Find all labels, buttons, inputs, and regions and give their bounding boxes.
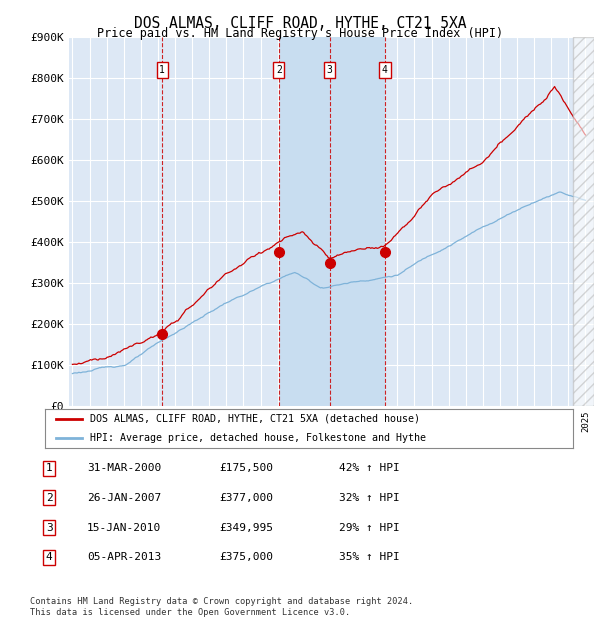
Text: 2: 2 <box>276 65 282 75</box>
Text: 26-JAN-2007: 26-JAN-2007 <box>87 493 161 503</box>
Text: 3: 3 <box>46 523 53 533</box>
Text: 35% ↑ HPI: 35% ↑ HPI <box>339 552 400 562</box>
Text: 32% ↑ HPI: 32% ↑ HPI <box>339 493 400 503</box>
Text: Price paid vs. HM Land Registry's House Price Index (HPI): Price paid vs. HM Land Registry's House … <box>97 27 503 40</box>
Text: 15-JAN-2010: 15-JAN-2010 <box>87 523 161 533</box>
Text: 1: 1 <box>159 65 165 75</box>
Text: £377,000: £377,000 <box>219 493 273 503</box>
Text: 2: 2 <box>46 493 53 503</box>
Text: 4: 4 <box>46 552 53 562</box>
Text: 29% ↑ HPI: 29% ↑ HPI <box>339 523 400 533</box>
Text: 31-MAR-2000: 31-MAR-2000 <box>87 463 161 473</box>
Text: 1: 1 <box>46 463 53 473</box>
Bar <box>574 37 594 406</box>
Text: Contains HM Land Registry data © Crown copyright and database right 2024.
This d: Contains HM Land Registry data © Crown c… <box>30 598 413 617</box>
Text: DOS ALMAS, CLIFF ROAD, HYTHE, CT21 5XA: DOS ALMAS, CLIFF ROAD, HYTHE, CT21 5XA <box>134 16 466 30</box>
Text: 4: 4 <box>382 65 388 75</box>
Text: £375,000: £375,000 <box>219 552 273 562</box>
Text: DOS ALMAS, CLIFF ROAD, HYTHE, CT21 5XA (detached house): DOS ALMAS, CLIFF ROAD, HYTHE, CT21 5XA (… <box>90 414 420 424</box>
Text: 3: 3 <box>326 65 332 75</box>
Bar <box>279 37 385 406</box>
Text: £175,500: £175,500 <box>219 463 273 473</box>
Text: £349,995: £349,995 <box>219 523 273 533</box>
Text: HPI: Average price, detached house, Folkestone and Hythe: HPI: Average price, detached house, Folk… <box>90 433 426 443</box>
Text: 42% ↑ HPI: 42% ↑ HPI <box>339 463 400 473</box>
Text: 05-APR-2013: 05-APR-2013 <box>87 552 161 562</box>
